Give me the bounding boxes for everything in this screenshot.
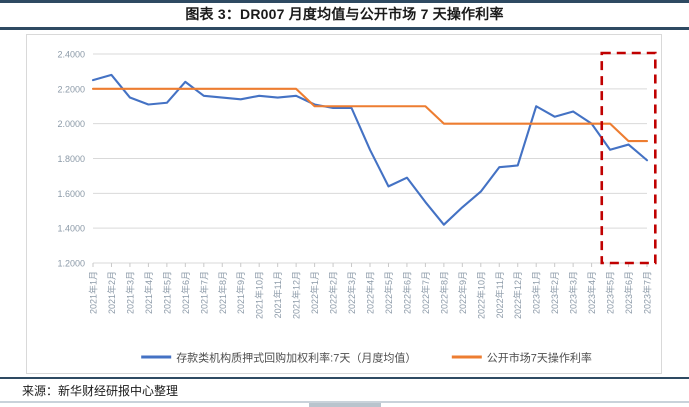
legend-label-2: 公开市场7天操作利率 (487, 351, 592, 365)
x-axis-tick-label: 2022年4月 (365, 271, 376, 314)
highlight-annotation (600, 51, 657, 265)
legend-label-1: 存款类机构质押式回购加权利率:7天（月度均值） (176, 351, 416, 365)
x-axis-tick-label: 2022年10月 (475, 271, 486, 319)
x-axis-tick-label: 2021年10月 (254, 271, 265, 319)
page-top-rule (0, 0, 689, 3)
x-axis-tick-label: 2021年2月 (106, 271, 117, 314)
x-axis-tick-label: 2022年8月 (438, 271, 449, 314)
x-axis-tick-label: 2023年4月 (586, 271, 597, 314)
y-axis-tick-label: 2.4000 (57, 50, 85, 60)
x-axis-tick-label: 2021年7月 (198, 271, 209, 314)
x-axis-tick-label: 2023年2月 (549, 271, 560, 314)
data-series (91, 73, 649, 226)
page-bottom-rule (0, 401, 689, 403)
x-axis-tick-label: 2022年1月 (309, 271, 320, 314)
chart-container: 2.4000 2.2000 2.0000 1.8000 1.6000 1.4000 1.20… (26, 34, 662, 374)
x-axis-tick-label: 2022年12月 (512, 271, 523, 319)
x-axis-tick-label: 2023年6月 (623, 271, 634, 314)
x-axis-ticks (92, 262, 648, 267)
page-title: 图表 3：DR007 月度均值与公开市场 7 天操作利率 (185, 6, 504, 22)
page-bottom-tab (309, 403, 381, 407)
y-axis-tick-label: 2.0000 (57, 119, 85, 129)
x-axis-tick-label: 2022年7月 (420, 271, 431, 314)
x-axis-tick-label: 2022年5月 (383, 271, 394, 314)
y-axis-labels: 2.4000 2.2000 2.0000 1.8000 1.6000 1.4000 1.20… (57, 50, 85, 269)
x-axis-tick-label: 2023年1月 (531, 271, 542, 314)
source-divider (0, 377, 689, 379)
x-axis-labels: 2021年1月 2021年2月 2021年3月 2021年4月 2021年5月 2021年… (88, 271, 653, 319)
x-axis-tick-label: 2023年5月 (605, 271, 616, 314)
x-axis-tick-label: 2022年6月 (401, 271, 412, 314)
y-axis-tick-label: 1.2000 (57, 259, 85, 269)
x-axis-tick-label: 2021年11月 (272, 271, 283, 318)
x-axis-tick-label: 2023年3月 (568, 271, 579, 314)
x-axis-tick-label: 2021年9月 (235, 271, 246, 314)
x-axis-tick-label: 2023年7月 (642, 271, 653, 314)
chart-legend: 存款类机构质押式回购加权利率:7天（月度均值） 公开市场7天操作利率 (141, 351, 592, 365)
x-axis-tick-label: 2022年3月 (346, 271, 357, 314)
x-axis-tick-label: 2021年4月 (143, 271, 154, 314)
y-axis-tick-label: 2.2000 (57, 84, 85, 94)
highlight-box (600, 51, 657, 265)
source-note: 来源：新华财经研报中心整理 (22, 384, 179, 398)
x-axis-tick-label: 2022年11月 (494, 271, 505, 318)
x-axis-tick-label: 2021年3月 (124, 271, 135, 314)
y-axis-tick-label: 1.4000 (57, 224, 85, 234)
x-axis-tick-label: 2021年5月 (161, 271, 172, 314)
x-axis-tick-label: 2021年1月 (88, 271, 99, 314)
series-line-2 (91, 87, 649, 143)
x-axis-tick-label: 2021年12月 (291, 271, 302, 319)
y-axis-tick-label: 1.8000 (57, 154, 85, 164)
x-axis-tick-label: 2021年8月 (217, 271, 228, 314)
line-chart: 2.4000 2.2000 2.0000 1.8000 1.6000 1.4000 1.20… (57, 50, 657, 365)
grid-lines (93, 53, 647, 264)
y-axis-tick-label: 1.6000 (57, 189, 85, 199)
series-line-1 (91, 73, 649, 226)
x-axis-tick-label: 2022年2月 (328, 271, 339, 314)
x-axis-tick-label: 2021年6月 (180, 271, 191, 314)
title-divider (0, 27, 689, 30)
x-axis-tick-label: 2022年9月 (457, 271, 468, 314)
